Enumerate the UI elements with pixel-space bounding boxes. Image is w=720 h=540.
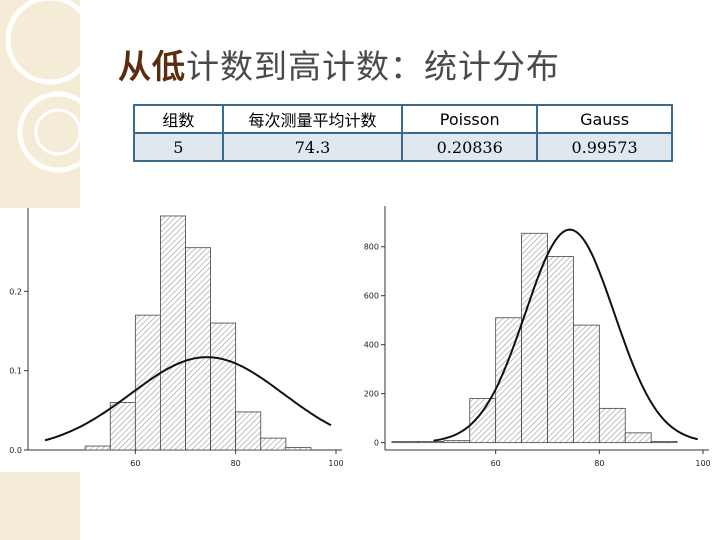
x-tick-label: 100 xyxy=(328,459,343,468)
x-tick-label: 100 xyxy=(695,459,710,468)
histogram-bar xyxy=(160,215,186,451)
histogram-bar xyxy=(235,411,262,451)
fit-curve-line xyxy=(44,356,332,442)
histogram-bar xyxy=(624,432,652,444)
corner-decoration-top xyxy=(0,0,80,208)
table-header-cell: Poisson xyxy=(401,104,539,134)
y-tick-label: 0 xyxy=(374,439,379,448)
x-tick-label: 60 xyxy=(491,459,501,468)
corner-decoration-bottom xyxy=(0,472,80,540)
y-tick-label: 0.0 xyxy=(9,446,22,455)
x-tick-label: 60 xyxy=(130,459,140,468)
table-cell: 0.99573 xyxy=(536,132,673,162)
y-tick-label: 0.2 xyxy=(9,287,22,296)
page-title: 从低计数到高计数：统计分布 xyxy=(118,40,698,88)
title-rest: 计数到高计数：统计分布 xyxy=(186,47,560,86)
stats-table: 组数 每次测量平均计数 Poisson Gauss 5 74.3 0.20836… xyxy=(133,104,673,162)
y-tick-label: 400 xyxy=(364,341,379,350)
table-header-row: 组数 每次测量平均计数 Poisson Gauss xyxy=(133,104,673,134)
histogram-bar xyxy=(417,441,445,444)
table-cell: 0.20836 xyxy=(401,132,539,162)
table-header-cell: Gauss xyxy=(536,104,673,134)
histogram-bar xyxy=(285,447,312,451)
x-tick-label: 80 xyxy=(231,459,241,468)
table-row: 5 74.3 0.20836 0.99573 xyxy=(133,132,673,162)
histogram-bar xyxy=(134,314,161,451)
histogram-bar xyxy=(109,401,136,451)
histogram-bar xyxy=(521,232,548,444)
y-tick-label: 0.1 xyxy=(9,367,22,376)
histogram-bar xyxy=(260,437,287,451)
title-accent: 从低 xyxy=(118,47,186,86)
histogram-bar xyxy=(650,441,678,444)
table-cell: 5 xyxy=(133,132,224,162)
table-cell: 74.3 xyxy=(221,132,404,162)
histogram-bar xyxy=(210,322,237,451)
histogram-bar xyxy=(391,441,419,444)
y-tick-label: 600 xyxy=(364,292,379,301)
fit-curve-line xyxy=(433,228,699,442)
histogram-bar xyxy=(84,445,111,451)
histogram-bar xyxy=(547,256,574,444)
histogram-bar xyxy=(443,440,471,444)
x-tick-label: 80 xyxy=(594,459,604,468)
y-tick-label: 800 xyxy=(364,243,379,252)
histogram-bar xyxy=(598,407,626,444)
decorative-circles-icon xyxy=(5,0,99,173)
left-histogram-chart: 60 80 100 0.0 0.1 0.2 xyxy=(9,208,344,468)
table-header-cell: 每次测量平均计数 xyxy=(221,104,404,134)
histogram-bar xyxy=(185,247,211,451)
y-tick-label: 200 xyxy=(364,390,379,399)
table-header-cell: 组数 xyxy=(133,104,224,134)
right-histogram-chart: 60 80 100 0 200 400 600 800 xyxy=(364,206,711,468)
histogram-bar xyxy=(573,324,600,444)
